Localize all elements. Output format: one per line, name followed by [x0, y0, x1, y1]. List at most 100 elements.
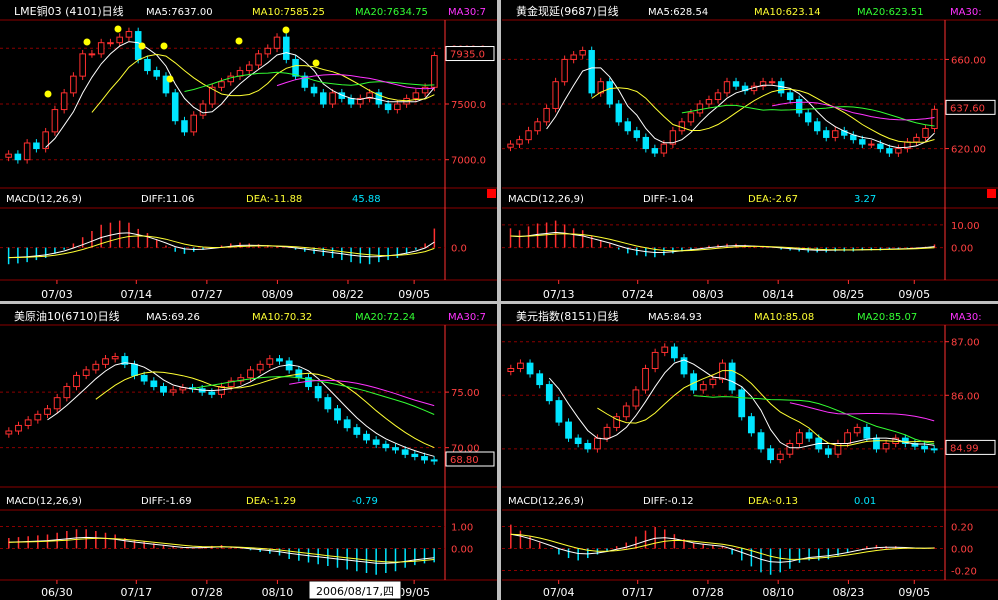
candle-body [661, 346, 669, 353]
macd-tick-label: 0.00 [951, 244, 973, 255]
candle-body [33, 142, 40, 150]
candle-body [545, 384, 553, 402]
price-tick-label: 7500.0 [451, 100, 486, 111]
ma20-line [681, 104, 935, 127]
candle-body [82, 369, 90, 376]
candle-body [613, 416, 621, 428]
candle-body [844, 432, 851, 444]
dea-line [8, 537, 435, 563]
price-tick-label: 75.00 [451, 388, 480, 399]
candle-body [633, 130, 641, 138]
candle-body [329, 92, 336, 105]
panel-gold: 黄金现延(9687)日线 MA5:628.54 MA10:623.14 MA20:62… [502, 4, 998, 301]
signal-marker [166, 75, 174, 83]
ma30-label: MA30:7 [448, 7, 486, 18]
date-label: 09/05 [398, 586, 430, 599]
price-tick-label: 86.00 [951, 391, 980, 402]
candle-body [651, 148, 659, 154]
candle-body [534, 121, 541, 132]
diff-line [510, 533, 935, 563]
candle-body [208, 391, 216, 395]
price-tick-label: 87.00 [951, 338, 980, 349]
candle-body [412, 92, 420, 99]
candle-body [574, 437, 582, 444]
candle-body [384, 103, 392, 111]
candle-body [525, 130, 532, 141]
ma10-line [91, 53, 435, 113]
candle-body [208, 86, 216, 105]
candle-body [421, 456, 428, 461]
ma30-label: MA30:7 [448, 312, 486, 323]
last-price-box [945, 99, 996, 115]
signal-marker [83, 38, 91, 46]
candle-body [324, 397, 332, 410]
candle-body [140, 374, 148, 382]
candle-body [615, 103, 622, 123]
date-label: 07/28 [191, 586, 223, 599]
candle-body [709, 378, 717, 386]
candle-body [901, 437, 909, 444]
candle-body [247, 369, 254, 379]
candle-body [5, 430, 13, 435]
price-tick-label: 7000.0 [451, 156, 486, 167]
macd-value-label: 0.01 [854, 496, 876, 507]
ma5-label: MA5:7637.00 [146, 7, 213, 18]
candle-body [121, 356, 129, 365]
ma10-label: MA10:70.32 [252, 312, 312, 323]
candle-body [728, 362, 736, 391]
panel-title: 黄金现延(9687)日线 [516, 4, 619, 18]
candle-body [276, 358, 283, 362]
dea-label: DEA:-0.13 [748, 496, 798, 507]
candle-body [372, 439, 380, 445]
candle-body [868, 143, 875, 146]
ma10-label: MA10:85.08 [754, 312, 814, 323]
candle-body [218, 81, 225, 88]
date-label: 08/09 [262, 288, 294, 301]
candle-body [102, 358, 109, 365]
date-label: 07/24 [622, 288, 654, 301]
candle-body [256, 363, 264, 371]
date-label: 09/05 [398, 288, 430, 301]
ma10-label: MA10:623.14 [754, 7, 821, 18]
macd-tick-label: 1.00 [451, 522, 473, 533]
candle-body [895, 148, 902, 154]
candle-body [921, 445, 928, 450]
candle-body [292, 58, 299, 77]
macd-tick-label: -0.20 [951, 567, 977, 578]
diff-label: DIFF:11.06 [141, 194, 194, 205]
panel-marker [487, 189, 496, 198]
ma20-label: MA20:7634.75 [355, 7, 428, 18]
macd-value-label: -0.79 [352, 496, 378, 507]
candle-body [516, 139, 523, 145]
date-label: 07/03 [41, 288, 73, 301]
candle-body [107, 42, 114, 45]
candle-body [264, 47, 272, 55]
candle-body [111, 356, 119, 360]
panel-usd: 美元指数(8151)日线 MA5:84.93 MA10:85.08 MA20:85.0… [502, 309, 998, 599]
candle-body [15, 424, 22, 432]
candle-body [863, 426, 871, 439]
ma5-line [548, 359, 935, 449]
candle-body [873, 437, 880, 450]
candle-body [507, 368, 515, 372]
macd-label: MACD(12,26,9) [508, 194, 584, 205]
candle-body [73, 374, 80, 388]
date-tooltip-box [308, 580, 402, 600]
candle-body [588, 50, 595, 94]
panel-copper: LME铜03 (4101)日线 MA5:7637.00 MA10:7585.25 MA… [0, 4, 497, 301]
ma5-line [45, 41, 435, 148]
date-label: 09/05 [898, 586, 930, 599]
candle-body [70, 75, 77, 94]
candle-body [931, 108, 938, 130]
ma20-line [184, 71, 435, 92]
macd-tick-label: 0.0 [451, 244, 467, 255]
date-label: 07/28 [692, 586, 724, 599]
candle-body [63, 386, 71, 399]
last-price-label: 637.60 [950, 103, 985, 114]
candle-body [517, 362, 524, 369]
date-tooltip-label: 2006/08/17,四 [316, 585, 394, 598]
candle-body [227, 380, 235, 388]
diff-label: DIFF:-0.12 [643, 496, 694, 507]
candle-body [687, 112, 695, 123]
candle-body [392, 447, 399, 451]
